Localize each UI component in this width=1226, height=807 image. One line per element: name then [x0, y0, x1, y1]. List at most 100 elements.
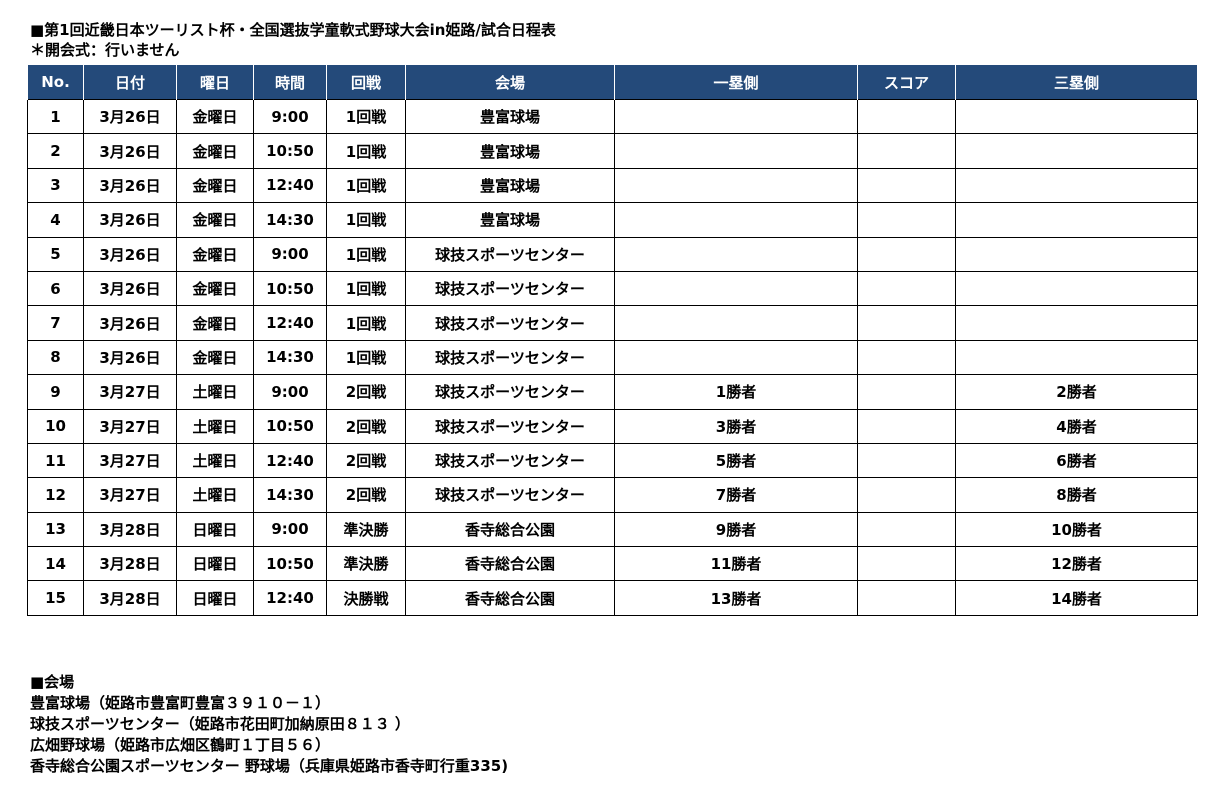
table-cell: 2回戦 — [326, 408, 406, 444]
table-cell: 球技スポーツセンター — [405, 408, 615, 444]
table-row: 14 3月28日 日曜日 10:50 準決勝 香寺総合公園 11勝者 12勝者 — [27, 546, 1198, 582]
table-cell — [857, 580, 956, 616]
table-cell — [857, 374, 956, 410]
table-cell: 13勝者 — [614, 580, 858, 616]
table-cell: 決勝戦 — [326, 580, 406, 616]
venue-heading: ■会場 — [30, 673, 75, 691]
table-cell: 球技スポーツセンター — [405, 339, 615, 376]
table-row: 1 3月26日 金曜日 9:00 1回戦 豊富球場 — [27, 98, 1198, 135]
table-row: 7 3月26日 金曜日 12:40 1回戦 球技スポーツセンター — [27, 305, 1198, 341]
table-cell — [614, 133, 858, 169]
table-cell: 3月26日 — [83, 202, 177, 238]
table-cell: 9:00 — [253, 511, 327, 548]
table-cell: 10:50 — [253, 546, 327, 582]
table-cell: 日曜日 — [176, 546, 254, 582]
table-row: 9 3月27日 土曜日 9:00 2回戦 球技スポーツセンター 1勝者 2勝者 — [27, 374, 1198, 410]
table-cell: 球技スポーツセンター — [405, 236, 615, 272]
table-cell — [857, 133, 956, 169]
table-cell: 3月26日 — [83, 98, 177, 135]
table-cell: 10:50 — [253, 408, 327, 444]
table-cell: 金曜日 — [176, 133, 254, 169]
table-cell — [955, 236, 1198, 272]
column-header: No. — [27, 65, 84, 100]
table-cell — [857, 98, 956, 135]
table-cell: 香寺総合公園 — [405, 580, 615, 616]
table-cell: 球技スポーツセンター — [405, 305, 615, 341]
table-cell: 球技スポーツセンター — [405, 374, 615, 410]
table-cell: 準決勝 — [326, 546, 406, 582]
table-cell — [614, 339, 858, 376]
table-cell — [614, 202, 858, 238]
table-cell: 3月26日 — [83, 133, 177, 169]
table-cell — [857, 236, 956, 272]
table-cell: 金曜日 — [176, 98, 254, 135]
table-cell: 9勝者 — [614, 511, 858, 548]
table-cell: 金曜日 — [176, 236, 254, 272]
table-cell: 豊富球場 — [405, 202, 615, 238]
table-cell: 8 — [27, 339, 84, 376]
table-cell — [955, 202, 1198, 238]
table-cell — [614, 236, 858, 272]
table-cell: 12 — [27, 477, 84, 513]
table-cell: 3月27日 — [83, 374, 177, 410]
table-cell — [955, 167, 1198, 204]
header-row: No. 日付 曜日 時間 回戦 会場 一塁側 スコア 三塁側 — [27, 65, 1198, 100]
table-row: 6 3月26日 金曜日 10:50 1回戦 球技スポーツセンター — [27, 270, 1198, 307]
table-cell: 3月26日 — [83, 236, 177, 272]
table-cell: 土曜日 — [176, 477, 254, 513]
table-cell: 3月26日 — [83, 339, 177, 376]
venue-item: 香寺総合公園スポーツセンター 野球場（兵庫県姫路市香寺町行重335) — [30, 757, 509, 775]
table-cell: 金曜日 — [176, 305, 254, 341]
table-cell — [614, 270, 858, 307]
table-cell: 土曜日 — [176, 374, 254, 410]
table-cell: 球技スポーツセンター — [405, 477, 615, 513]
column-header: 一塁側 — [614, 65, 858, 100]
table-cell: 2回戦 — [326, 477, 406, 513]
table-cell: 1勝者 — [614, 374, 858, 410]
table-cell: 10 — [27, 408, 84, 444]
table-cell: 12勝者 — [955, 546, 1198, 582]
table-cell — [955, 339, 1198, 376]
table-cell — [857, 546, 956, 582]
column-header: 日付 — [83, 65, 177, 100]
table-cell: 1 — [27, 98, 84, 135]
venue-list: ■会場 豊富球場（姫路市豊富町豊富３９１０－１） 球技スポーツセンター（姫路市花… — [30, 672, 508, 777]
table-cell: 5 — [27, 236, 84, 272]
table-row: 15 3月28日 日曜日 12:40 決勝戦 香寺総合公園 13勝者 14勝者 — [27, 580, 1198, 616]
column-header: 三塁側 — [955, 65, 1198, 100]
table-cell — [857, 339, 956, 376]
table-cell: 豊富球場 — [405, 98, 615, 135]
table-cell: 5勝者 — [614, 442, 858, 479]
table-cell: 9 — [27, 374, 84, 410]
table-cell: 3月26日 — [83, 167, 177, 204]
table-cell: 1回戦 — [326, 270, 406, 307]
table-cell: 1回戦 — [326, 98, 406, 135]
table-cell: 10:50 — [253, 133, 327, 169]
table-cell — [614, 305, 858, 341]
table-cell: 日曜日 — [176, 511, 254, 548]
table-row: 8 3月26日 金曜日 14:30 1回戦 球技スポーツセンター — [27, 339, 1198, 376]
table-row: 11 3月27日 土曜日 12:40 2回戦 球技スポーツセンター 5勝者 6勝者 — [27, 442, 1198, 479]
column-header: 会場 — [405, 65, 615, 100]
opening-note: ＊開会式：行いません — [30, 41, 180, 59]
table-row: 13 3月28日 日曜日 9:00 準決勝 香寺総合公園 9勝者 10勝者 — [27, 511, 1198, 548]
table-cell: 12:40 — [253, 167, 327, 204]
table-cell: 3月27日 — [83, 408, 177, 444]
table-cell: 準決勝 — [326, 511, 406, 548]
page-title: ■第1回近畿日本ツーリスト杯・全国選抜学童軟式野球大会in姫路/試合日程表 — [30, 21, 556, 39]
table-cell: 9:00 — [253, 98, 327, 135]
table-cell: 香寺総合公園 — [405, 511, 615, 548]
table-cell: 13 — [27, 511, 84, 548]
table-cell: 3月26日 — [83, 305, 177, 341]
table-cell: 2回戦 — [326, 374, 406, 410]
table-cell — [955, 305, 1198, 341]
table-cell: 10:50 — [253, 270, 327, 307]
table-cell: 土曜日 — [176, 442, 254, 479]
table-cell: 1回戦 — [326, 339, 406, 376]
table-cell — [857, 202, 956, 238]
table-cell: 14:30 — [253, 202, 327, 238]
table-cell: 9:00 — [253, 374, 327, 410]
table-cell — [955, 98, 1198, 135]
table-cell: 14:30 — [253, 477, 327, 513]
column-header: 回戦 — [326, 65, 406, 100]
